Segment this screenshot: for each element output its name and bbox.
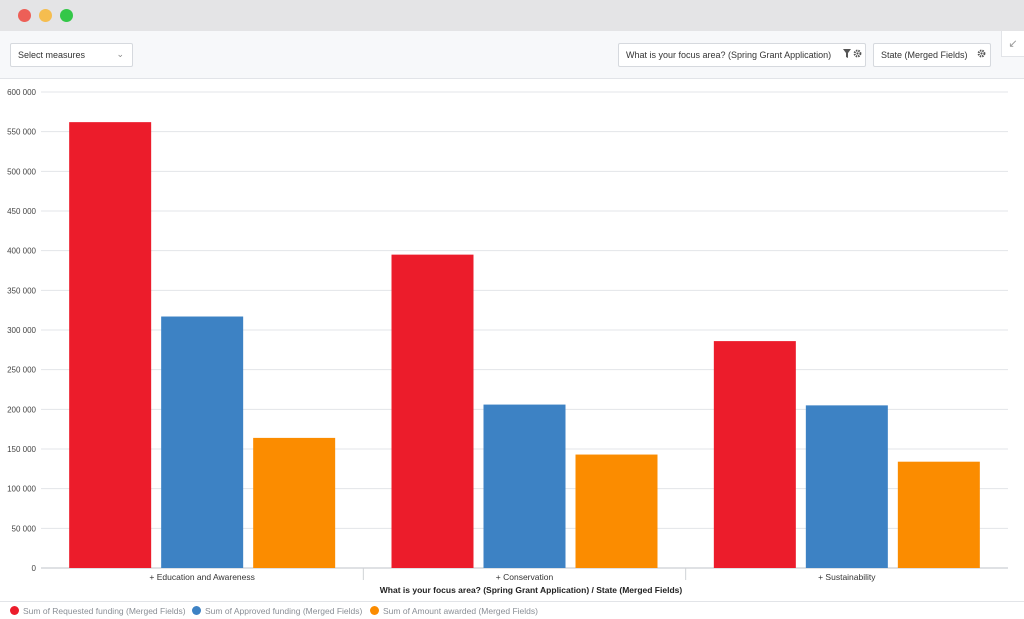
chart-area: 0 50 000 100 000 150 000 200 000 250 000 300 0… — [0, 80, 1024, 600]
y-tick-label: 600 000 — [7, 88, 36, 97]
bar-approved-2[interactable] — [805, 405, 888, 568]
legend-swatch — [192, 606, 201, 615]
legend-label: Sum of Requested funding (Merged Fields) — [23, 606, 186, 616]
x-category-label[interactable]: + Conservation — [496, 572, 554, 582]
toolbar: Select measures ⌄ What is your focus are… — [0, 31, 1024, 79]
gear-icon[interactable] — [853, 49, 862, 60]
state-field-label: State (Merged Fields) — [881, 50, 968, 60]
bar-requested-1[interactable] — [391, 254, 474, 568]
y-tick-label: 300 000 — [7, 326, 36, 335]
filter-icon[interactable] — [843, 49, 851, 60]
y-tick-label: 50 000 — [12, 524, 37, 533]
x-category-label[interactable]: + Sustainability — [818, 572, 876, 582]
legend-item[interactable]: Sum of Requested funding (Merged Fields) — [10, 606, 186, 616]
x-category-label[interactable]: + Education and Awareness — [149, 572, 254, 582]
legend-swatch — [10, 606, 19, 615]
y-tick-label: 250 000 — [7, 366, 36, 375]
close-window-button[interactable] — [18, 9, 31, 22]
maximize-window-button[interactable] — [60, 9, 73, 22]
focus-area-field-chip[interactable]: What is your focus area? (Spring Grant A… — [618, 43, 866, 67]
y-tick-label: 500 000 — [7, 167, 36, 176]
bar-requested-2[interactable] — [713, 341, 796, 568]
y-tick-label: 450 000 — [7, 207, 36, 216]
bar-awarded-1[interactable] — [575, 454, 658, 568]
select-measures-dropdown[interactable]: Select measures ⌄ — [10, 43, 133, 67]
bar-awarded-0[interactable] — [253, 437, 336, 568]
y-tick-label: 150 000 — [7, 445, 36, 454]
bar-approved-1[interactable] — [483, 404, 566, 568]
legend-item[interactable]: Sum of Approved funding (Merged Fields) — [192, 606, 362, 616]
y-tick-label: 200 000 — [7, 405, 36, 414]
legend-label: Sum of Amount awarded (Merged Fields) — [383, 606, 538, 616]
expand-icon[interactable]: ↙ — [1001, 31, 1024, 57]
select-measures-label: Select measures — [18, 50, 86, 60]
gear-icon[interactable] — [977, 49, 986, 60]
legend-label: Sum of Approved funding (Merged Fields) — [205, 606, 363, 616]
state-field-chip[interactable]: State (Merged Fields) — [873, 43, 991, 67]
chevron-down-icon: ⌄ — [116, 49, 124, 59]
x-axis-title: What is your focus area? (Spring Grant A… — [380, 585, 683, 595]
bar-approved-0[interactable] — [161, 316, 244, 568]
y-tick-label: 550 000 — [7, 128, 36, 137]
y-tick-label: 0 — [32, 564, 37, 573]
minimize-window-button[interactable] — [39, 9, 52, 22]
bar-awarded-2[interactable] — [897, 461, 980, 568]
y-tick-label: 400 000 — [7, 247, 36, 256]
chart-legend: Sum of Requested funding (Merged Fields)… — [0, 601, 1024, 619]
legend-item[interactable]: Sum of Amount awarded (Merged Fields) — [370, 606, 538, 616]
bar-requested-0[interactable] — [69, 122, 152, 568]
window-titlebar — [0, 0, 1024, 31]
bar-chart: 0 50 000 100 000 150 000 200 000 250 000 300 0… — [7, 88, 1008, 595]
y-tick-label: 350 000 — [7, 286, 36, 295]
focus-area-field-label: What is your focus area? (Spring Grant A… — [626, 50, 832, 60]
legend-swatch — [370, 606, 379, 615]
y-tick-label: 100 000 — [7, 485, 36, 494]
